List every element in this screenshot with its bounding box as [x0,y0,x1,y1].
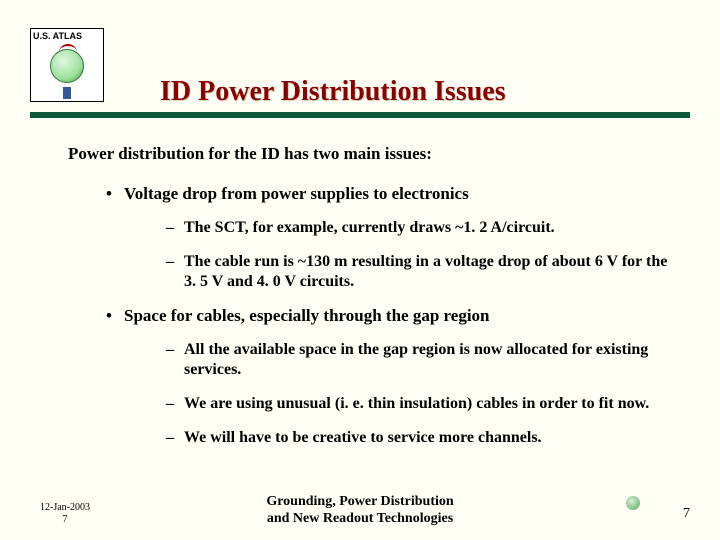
page-number: 7 [683,506,690,522]
us-atlas-logo: U.S. ATLAS [30,28,104,102]
footer-date-block: 12-Jan-2003 7 [30,502,100,526]
footer-globe-icon [626,496,640,510]
sub-bullet: The SCT, for example, currently draws ~1… [166,218,670,238]
bullet-text: Voltage drop from power supplies to elec… [124,184,469,203]
footer-title: Grounding, Power Distribution and New Re… [266,494,453,528]
footer: 12-Jan-2003 7 Grounding, Power Distribut… [0,494,720,530]
slide-body: Power distribution for the ID has two ma… [68,144,670,462]
bullet-item: Space for cables, especially through the… [106,306,670,326]
sub-bullet: The cable run is ~130 m resulting in a v… [166,252,670,292]
title-underline [30,112,690,118]
sub-bullet: We will have to be creative to service m… [166,428,670,448]
intro-text: Power distribution for the ID has two ma… [68,144,670,164]
bullet-item: Voltage drop from power supplies to elec… [106,184,670,204]
slide-title: ID Power Distribution Issues [160,76,506,108]
logo-pedestal-icon [63,87,71,99]
header: U.S. ATLAS ID Power Distribution Issues [0,0,720,122]
bullet-text: Space for cables, especially through the… [124,306,490,325]
footer-date: 12-Jan-2003 [40,502,90,513]
footer-left-num: 7 [63,514,68,525]
footer-center-line2: and New Readout Technologies [267,511,453,526]
footer-center-line1: Grounding, Power Distribution [266,494,453,509]
sub-bullet: All the available space in the gap regio… [166,340,670,380]
logo-label: U.S. ATLAS [33,31,82,41]
globe-icon [50,49,84,83]
sub-bullet: We are using unusual (i. e. thin insulat… [166,394,670,414]
